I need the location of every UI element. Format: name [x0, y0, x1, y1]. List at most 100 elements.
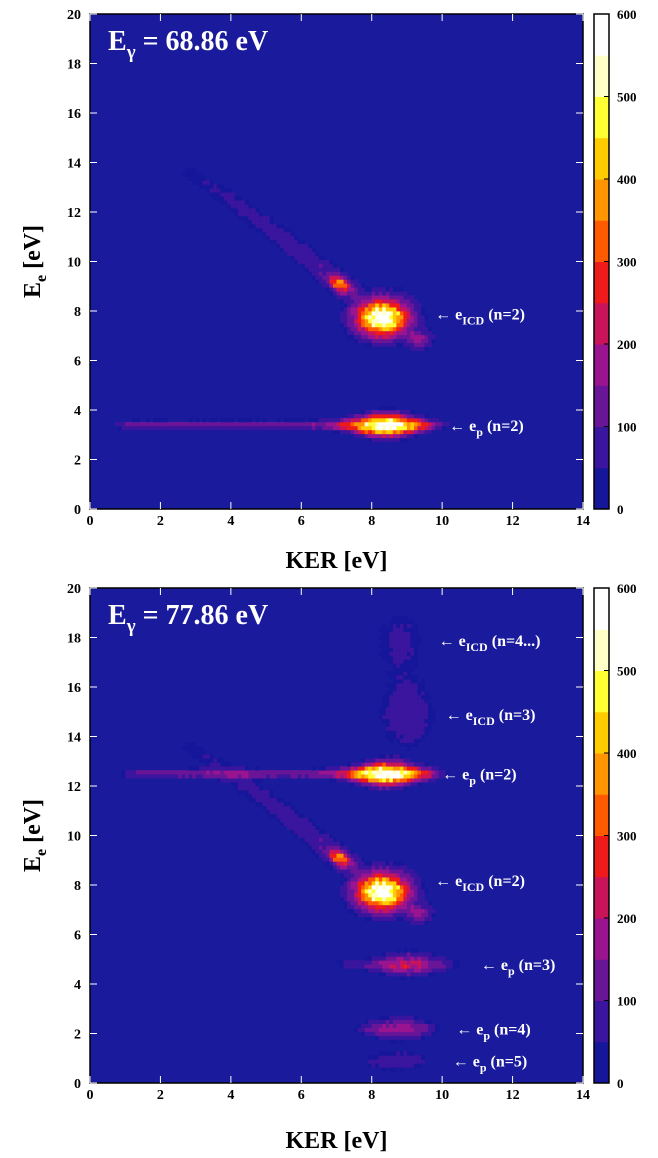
heatmap-cell [399, 299, 404, 304]
heatmap-cell [209, 762, 214, 767]
heatmap-cell [315, 845, 320, 850]
heatmap-cell [170, 774, 175, 779]
heatmap-cell [406, 1015, 411, 1021]
heatmap-cell [428, 770, 432, 775]
heatmap-cell [399, 754, 404, 759]
heatmap-cell [410, 1027, 415, 1032]
heatmap-cell [340, 322, 344, 328]
heatmap-cell [445, 960, 450, 965]
heatmap-cell [350, 287, 355, 292]
heatmap-cell [371, 417, 376, 423]
heatmap-cell [209, 188, 214, 193]
heatmap-cell [396, 865, 401, 870]
heatmap-cell [273, 227, 278, 233]
heatmap-cell [403, 679, 408, 684]
heatmap-cell [413, 782, 418, 787]
heatmap-cell [378, 865, 383, 870]
heatmap-cell [294, 821, 299, 826]
heatmap-cell [350, 770, 355, 775]
heatmap-cell [392, 433, 397, 439]
heatmap-cell [368, 1023, 373, 1028]
heatmap-cell [392, 710, 397, 716]
heatmap-cell [382, 960, 387, 965]
heatmap-cell [442, 964, 447, 969]
heatmap-cell [385, 690, 390, 696]
heatmap-cell [399, 976, 404, 981]
heatmap-cell [350, 881, 355, 886]
heatmap-cell [248, 215, 253, 221]
heatmap-cell [406, 311, 411, 316]
heatmap-cell [318, 829, 323, 834]
heatmap-cell [273, 770, 278, 775]
heatmap-cell [410, 643, 415, 648]
heatmap-cell [343, 857, 348, 862]
heatmap-cell [403, 314, 408, 320]
heatmap-cell [431, 956, 436, 961]
heatmap-cell [410, 314, 415, 320]
y-tick-label: 10 [67, 830, 81, 845]
heatmap-cell [336, 853, 341, 858]
x-tick-label: 2 [157, 514, 164, 529]
heatmap-cell [382, 1063, 387, 1068]
heatmap-cell [276, 770, 281, 775]
heatmap-cell [410, 722, 415, 727]
heatmap-cell [244, 215, 249, 221]
heatmap-cell [371, 861, 376, 866]
heatmap-cell [315, 271, 320, 276]
heatmap-cell [392, 908, 397, 914]
heatmap-cell [280, 243, 285, 249]
heatmap-cell [382, 1023, 387, 1028]
heatmap-cell [332, 857, 337, 862]
heatmap-cell [392, 956, 397, 961]
heatmap-cell [399, 417, 404, 423]
heatmap-cell [223, 196, 228, 201]
heatmap-cell [392, 667, 397, 672]
heatmap-cell [378, 916, 383, 922]
heatmap-cell [389, 338, 394, 344]
heatmap-cell [403, 299, 408, 304]
heatmap-cell [280, 239, 285, 245]
heatmap-cell [322, 267, 327, 272]
heatmap-cell [428, 778, 432, 783]
heatmap-cell [406, 900, 411, 906]
heatmap-cell [308, 841, 313, 846]
heatmap-cell [248, 417, 253, 423]
heatmap-cell [241, 204, 246, 209]
heatmap-cell [385, 694, 390, 700]
heatmap-cell [269, 774, 274, 779]
heatmap-cell [413, 639, 418, 644]
heatmap-cell [389, 710, 394, 716]
heatmap-cell [354, 900, 359, 906]
heatmap-cell [424, 920, 429, 925]
heatmap-cell [403, 734, 408, 739]
heatmap-cell [185, 168, 189, 173]
heatmap-cell [403, 912, 408, 918]
heatmap-cell [283, 425, 288, 431]
heatmap-cell [255, 793, 260, 799]
heatmap-cell [396, 659, 401, 664]
heatmap-cell [417, 710, 422, 716]
heatmap-cell [403, 425, 408, 431]
heatmap-cell [234, 778, 239, 783]
heatmap-cell [178, 774, 182, 779]
heatmap-cell [406, 778, 411, 783]
heatmap-cell [276, 417, 281, 423]
heatmap-cell [392, 287, 397, 292]
heatmap-cell [322, 833, 327, 838]
heatmap-cell [343, 287, 348, 292]
heatmap-cell [368, 861, 373, 866]
heatmap-cell [385, 1055, 390, 1060]
heatmap-cell [368, 885, 373, 890]
heatmap-cell [403, 675, 408, 680]
heatmap-cell [347, 326, 351, 332]
x-tick-label: 0 [87, 514, 94, 529]
heatmap-cell [403, 908, 408, 914]
heatmap-cell [273, 805, 278, 811]
heatmap-cell [251, 774, 256, 779]
heatmap-cell [368, 912, 373, 918]
heatmap-cell [199, 425, 204, 431]
x-tick-label: 8 [368, 1088, 375, 1103]
heatmap-cell [378, 651, 383, 656]
heatmap-cell [375, 888, 380, 894]
heatmap-cell [361, 425, 366, 431]
